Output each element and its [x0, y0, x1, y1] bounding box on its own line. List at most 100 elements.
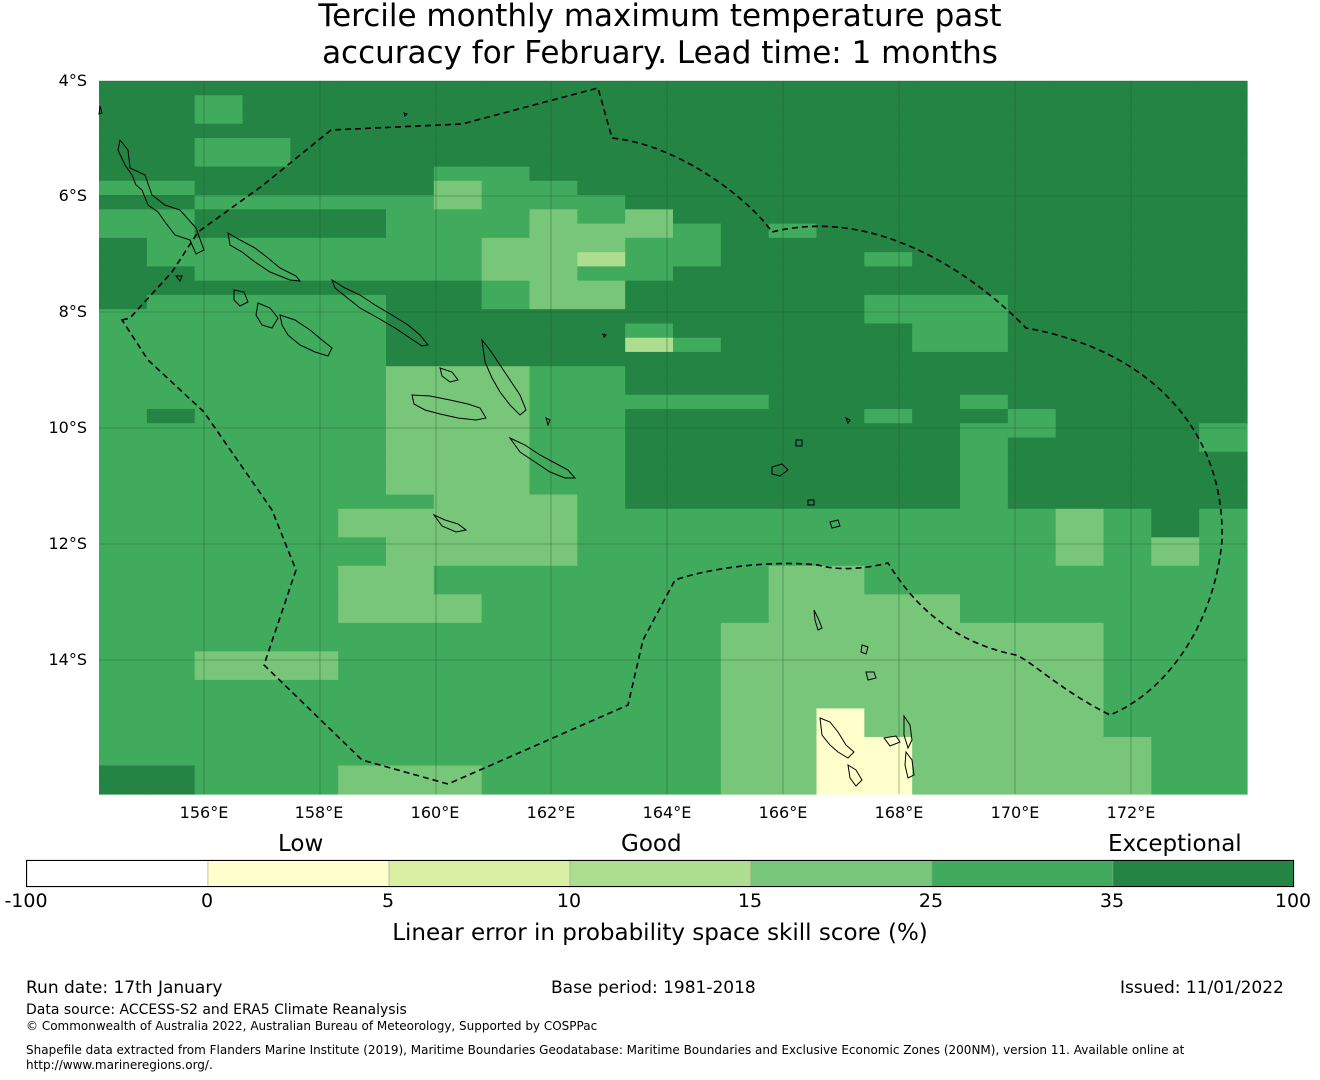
skill-cell	[720, 508, 770, 524]
skill-cell	[242, 123, 291, 139]
skill-cell	[386, 779, 435, 795]
skill-cell	[146, 751, 196, 767]
skill-cell	[816, 423, 865, 439]
skill-cell	[816, 608, 865, 624]
skill-cell	[577, 665, 626, 681]
skill-cell	[768, 380, 818, 396]
skill-cell	[529, 152, 578, 168]
skill-cell	[816, 665, 865, 681]
skill-cell	[720, 366, 770, 382]
skill-cell	[1151, 252, 1200, 267]
skill-cell	[146, 380, 196, 396]
skill-cell	[290, 337, 339, 353]
skill-cell	[577, 736, 626, 752]
skill-cell	[146, 152, 196, 168]
skill-cell	[433, 480, 483, 496]
skill-cell	[1151, 166, 1200, 182]
skill-cell	[625, 637, 674, 652]
skill-cell	[194, 665, 244, 681]
skill-cell	[194, 309, 244, 325]
skill-cell	[194, 266, 244, 282]
skill-cell	[1199, 736, 1248, 752]
skill-cell	[864, 594, 913, 610]
skill-cell	[625, 380, 674, 396]
skill-cell	[529, 651, 578, 667]
skill-cell	[386, 736, 435, 752]
skill-cell	[816, 309, 865, 325]
lon-label-158e: 158°E	[294, 803, 344, 822]
skill-cell	[99, 252, 148, 267]
skill-cell	[1103, 423, 1152, 439]
skill-cell	[1151, 366, 1200, 382]
skill-cell	[1007, 237, 1057, 253]
skill-cell	[864, 451, 913, 467]
skill-cell	[768, 580, 818, 595]
skill-cell	[146, 537, 196, 553]
skill-cell	[529, 508, 578, 524]
skill-cell	[481, 679, 531, 695]
skill-cell	[194, 594, 244, 610]
skill-cell	[577, 366, 626, 382]
skill-cell	[912, 408, 961, 424]
skill-cell	[338, 366, 387, 382]
skill-cell	[1055, 622, 1105, 638]
eez-boundary	[120, 87, 1223, 785]
skill-cell	[1199, 565, 1248, 581]
makira-island	[508, 436, 577, 479]
skill-cell	[242, 722, 291, 738]
skill-cell	[816, 380, 865, 396]
skill-cell	[577, 622, 626, 638]
skill-cell	[1007, 351, 1057, 367]
skill-cell	[577, 480, 626, 496]
skill-cell	[960, 551, 1009, 567]
skill-cell	[577, 779, 626, 795]
skill-cell	[1199, 223, 1248, 239]
skill-cell	[768, 152, 818, 168]
skill-cell	[242, 437, 291, 453]
skill-cell	[577, 651, 626, 667]
skill-cell	[529, 580, 578, 595]
skill-cell	[529, 138, 578, 153]
skill-cell	[768, 252, 818, 267]
skill-cell	[1199, 651, 1248, 667]
skill-cell	[720, 451, 770, 467]
ambae-island	[883, 735, 901, 747]
skill-cell	[577, 537, 626, 553]
skill-cell	[1151, 480, 1200, 496]
vella-lavella-island	[233, 289, 249, 307]
skill-cell	[816, 252, 865, 267]
skill-cell	[1199, 380, 1248, 396]
skill-cell	[433, 237, 483, 253]
skill-cell	[338, 523, 387, 538]
skill-cell	[768, 437, 818, 453]
skill-cell	[338, 138, 387, 153]
skill-cell	[1199, 779, 1248, 795]
skill-cell	[242, 694, 291, 710]
skill-cell	[673, 580, 722, 595]
skill-cell	[960, 123, 1009, 139]
skill-cell	[768, 594, 818, 610]
skill-cell	[386, 209, 435, 225]
skill-cell	[577, 494, 626, 510]
skill-cell	[1199, 594, 1248, 610]
buka-island	[98, 105, 103, 115]
skill-cell	[864, 665, 913, 681]
skill-cell	[625, 779, 674, 795]
duff-islands	[807, 499, 815, 506]
skill-cell	[960, 466, 1009, 481]
skill-cell	[720, 166, 770, 182]
skill-cell	[338, 437, 387, 453]
skill-cell	[960, 81, 1009, 96]
skill-cell	[625, 451, 674, 467]
skill-cell	[1007, 408, 1057, 424]
skill-cell	[1103, 594, 1152, 610]
skill-cell	[673, 708, 722, 724]
skill-cell	[481, 252, 531, 267]
skill-cell	[529, 280, 578, 296]
skill-cell	[1151, 594, 1200, 610]
skill-cell	[1151, 138, 1200, 153]
skill-cell	[146, 637, 196, 652]
skill-cell	[99, 594, 148, 610]
skill-cell	[864, 494, 913, 510]
skill-cell	[864, 722, 913, 738]
